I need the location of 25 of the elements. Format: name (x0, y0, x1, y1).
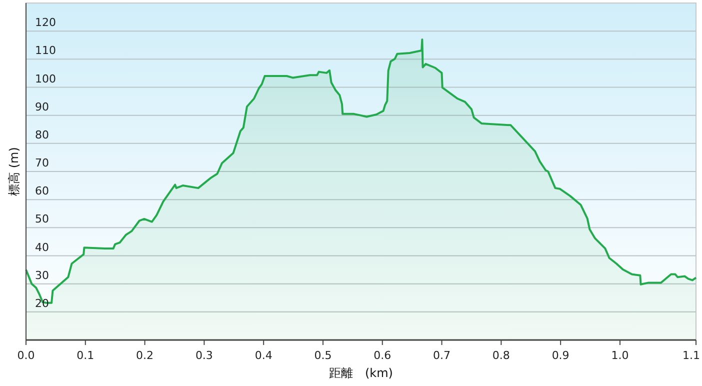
x-tick-label: 0.4 (254, 349, 272, 362)
x-tick-label: 0.8 (492, 349, 510, 362)
x-tick-label: 0.5 (314, 349, 332, 362)
x-tick-label: 0.2 (136, 349, 154, 362)
y-tick-label: 70 (35, 156, 49, 170)
y-tick-label: 40 (35, 240, 49, 254)
x-tick-label: 1.1 (682, 349, 700, 362)
y-tick-label: 20 (35, 296, 49, 310)
y-tick-label: 50 (35, 212, 49, 226)
x-tick-label: 0.6 (374, 349, 392, 362)
y-tick-label: 30 (35, 268, 49, 282)
x-axis-title: 距離 (km) (328, 366, 394, 380)
y-tick-label: 120 (35, 16, 56, 30)
x-tick-label: 0.3 (195, 349, 213, 362)
y-tick-label: 110 (35, 44, 56, 58)
x-tick-label: 0.0 (17, 349, 35, 362)
y-tick-label: 90 (35, 100, 49, 114)
x-tick-label: 0.1 (76, 349, 94, 362)
x-tick-label: 0.7 (433, 349, 451, 362)
y-axis-title: 標高 (m) (7, 147, 21, 196)
y-tick-label: 80 (35, 128, 49, 142)
x-tick-label: 1.0 (611, 349, 629, 362)
y-tick-label: 100 (35, 72, 56, 86)
y-tick-label: 60 (35, 184, 49, 198)
x-tick-label: 0.9 (552, 349, 570, 362)
